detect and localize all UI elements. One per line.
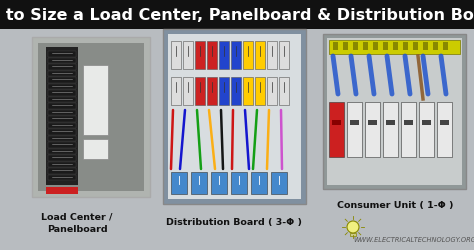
Bar [437, 102, 452, 157]
Bar [48, 168, 76, 174]
Bar [413, 43, 418, 51]
Bar [183, 78, 193, 106]
Bar [48, 97, 76, 102]
Bar [48, 142, 76, 148]
Bar [329, 102, 344, 157]
Bar [386, 120, 395, 126]
Bar [279, 78, 289, 106]
Circle shape [347, 221, 359, 233]
Bar [350, 233, 356, 236]
Bar [423, 43, 428, 51]
Bar [48, 84, 76, 90]
Text: Distribution Board ( 3-Φ ): Distribution Board ( 3-Φ ) [166, 217, 302, 226]
Bar [231, 172, 247, 194]
Bar [419, 102, 434, 157]
Bar [0, 0, 474, 30]
Text: Load Center /
Panelboard: Load Center / Panelboard [41, 212, 113, 233]
Bar [347, 102, 362, 157]
Bar [48, 123, 76, 128]
Bar [183, 42, 193, 70]
Bar [333, 43, 338, 51]
Bar [195, 78, 205, 106]
Bar [383, 102, 398, 157]
Bar [383, 43, 388, 51]
Bar [350, 120, 359, 126]
Bar [46, 187, 78, 194]
Bar [83, 140, 108, 159]
Bar [191, 172, 207, 194]
Bar [48, 116, 76, 122]
Bar [343, 43, 348, 51]
Bar [48, 71, 76, 77]
Text: How to Size a Load Center, Panelboard & Distribution Board?: How to Size a Load Center, Panelboard & … [0, 8, 474, 22]
Bar [440, 120, 449, 126]
Bar [195, 42, 205, 70]
Bar [48, 91, 76, 96]
Bar [327, 39, 462, 185]
Bar [48, 175, 76, 180]
Bar [163, 30, 306, 204]
Bar [243, 42, 253, 70]
Bar [255, 78, 265, 106]
Bar [403, 43, 408, 51]
Bar [243, 78, 253, 106]
Bar [48, 110, 76, 116]
Bar [255, 42, 265, 70]
Bar [401, 102, 416, 157]
Bar [219, 78, 229, 106]
Bar [168, 35, 301, 199]
Bar [329, 41, 460, 55]
Bar [332, 120, 341, 126]
Bar [433, 43, 438, 51]
Bar [267, 42, 277, 70]
Bar [363, 43, 368, 51]
Bar [48, 78, 76, 83]
Bar [279, 42, 289, 70]
Bar [353, 43, 358, 51]
Bar [38, 44, 144, 191]
Bar [368, 120, 377, 126]
Bar [404, 120, 413, 126]
Bar [171, 78, 181, 106]
Text: Consumer Unit ( 1-Φ ): Consumer Unit ( 1-Φ ) [337, 200, 453, 209]
Bar [48, 162, 76, 167]
Bar [231, 42, 241, 70]
Bar [207, 42, 217, 70]
Bar [83, 66, 108, 136]
Bar [323, 35, 466, 189]
Text: WWW.ELECTRICALTECHNOLOGY.ORG: WWW.ELECTRICALTECHNOLOGY.ORG [354, 236, 474, 242]
Bar [46, 48, 78, 185]
Bar [267, 78, 277, 106]
Bar [48, 65, 76, 70]
Bar [48, 130, 76, 135]
Bar [48, 156, 76, 161]
Bar [171, 172, 187, 194]
Bar [393, 43, 398, 51]
Bar [231, 78, 241, 106]
Bar [422, 120, 431, 126]
Bar [211, 172, 227, 194]
Bar [207, 78, 217, 106]
Bar [365, 102, 380, 157]
Bar [171, 42, 181, 70]
Bar [443, 43, 448, 51]
Bar [219, 42, 229, 70]
Bar [251, 172, 267, 194]
Bar [373, 43, 378, 51]
Bar [48, 136, 76, 141]
Bar [271, 172, 287, 194]
Bar [48, 104, 76, 109]
Bar [0, 30, 474, 250]
Bar [48, 58, 76, 64]
Bar [48, 149, 76, 154]
Bar [32, 38, 150, 197]
Bar [48, 52, 76, 57]
